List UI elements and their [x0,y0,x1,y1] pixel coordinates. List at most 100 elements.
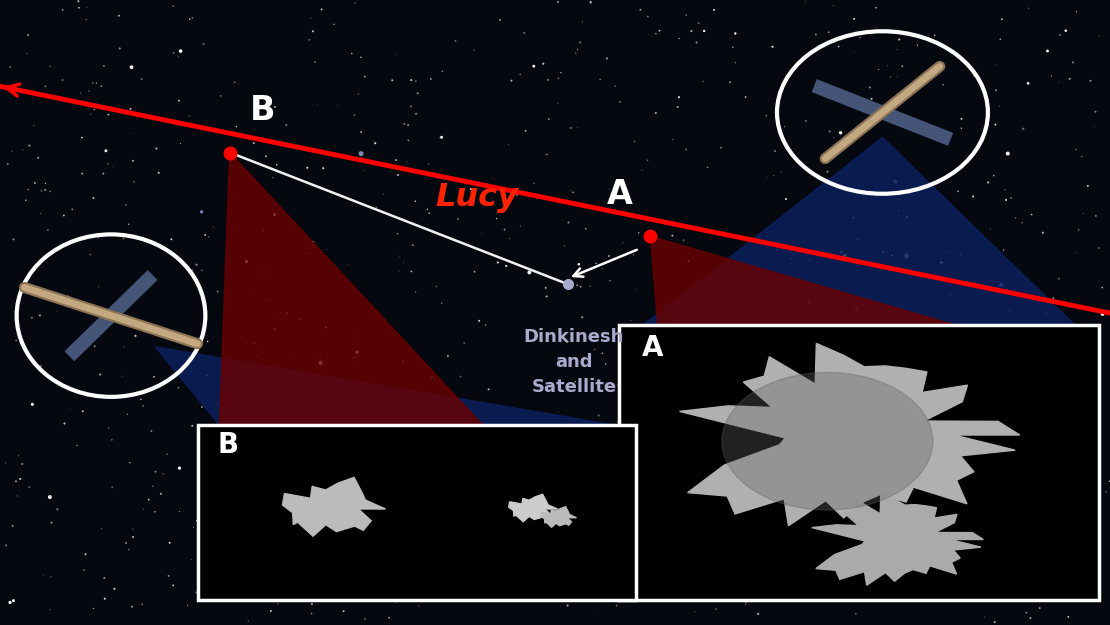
Point [238,338,255,348]
Point [1036,357,1053,367]
Point [993,14,1011,24]
Point [538,291,556,301]
Point [41,190,59,200]
Point [990,101,1008,111]
Point [956,303,973,313]
Point [564,188,582,198]
Point [99,159,117,169]
Point [1057,26,1074,36]
Point [95,61,113,71]
Point [354,166,372,176]
Point [89,232,107,242]
Point [887,118,905,128]
Point [410,601,427,611]
Point [737,597,755,607]
Point [100,423,118,433]
Point [134,504,152,514]
Point [346,0,364,8]
Point [539,75,557,85]
Polygon shape [650,236,955,325]
Point [704,490,722,500]
Point [42,572,60,582]
Point [1064,58,1082,68]
Point [303,578,321,587]
Point [708,447,726,457]
Point [501,234,518,244]
Point [345,352,363,362]
Point [586,604,604,614]
Point [245,138,263,148]
Point [683,281,700,291]
Point [194,39,212,49]
Point [347,523,365,533]
Point [1022,209,1040,219]
Point [1086,539,1103,549]
Bar [619,325,1099,600]
Point [1027,518,1045,528]
Point [140,494,158,504]
Point [370,476,387,486]
Point [870,64,888,74]
Point [220,174,238,184]
Point [689,359,707,369]
Point [650,26,668,36]
Point [845,14,862,24]
Point [421,208,438,218]
Point [1030,296,1048,306]
Point [783,273,800,283]
Point [976,331,993,341]
Point [891,195,909,205]
Point [199,336,216,346]
Point [164,581,182,591]
Point [91,369,109,379]
Point [231,534,249,544]
Point [397,157,415,167]
Point [905,450,922,460]
Point [1063,396,1081,406]
Point [476,320,494,330]
Point [145,372,163,382]
Point [209,398,226,408]
Point [1068,248,1086,258]
Point [559,217,577,227]
Point [830,41,848,51]
Point [375,189,393,199]
Point [699,369,717,379]
Point [266,102,284,112]
Point [127,331,144,341]
Point [306,57,324,67]
Point [874,464,891,474]
Point [686,607,704,617]
Point [294,449,312,459]
Point [179,600,196,610]
Point [307,527,325,537]
Point [977,365,995,375]
Point [881,72,899,82]
Point [995,245,1012,255]
Point [1101,476,1110,486]
Point [566,377,584,387]
Point [160,571,178,581]
Point [1098,487,1110,497]
Point [997,195,1015,205]
Point [965,439,982,449]
Point [407,109,425,119]
Point [366,510,384,520]
Point [1040,389,1058,399]
Point [783,254,800,264]
Point [285,354,303,364]
Point [545,482,563,492]
Point [707,604,725,614]
Point [848,304,866,314]
Point [658,461,676,471]
Point [734,459,751,469]
Point [154,469,172,479]
Point [85,341,103,351]
Point [677,569,695,579]
Point [609,381,627,391]
Point [517,495,535,505]
Point [1046,432,1063,442]
Point [601,251,618,261]
Point [104,162,122,172]
Point [695,26,713,36]
